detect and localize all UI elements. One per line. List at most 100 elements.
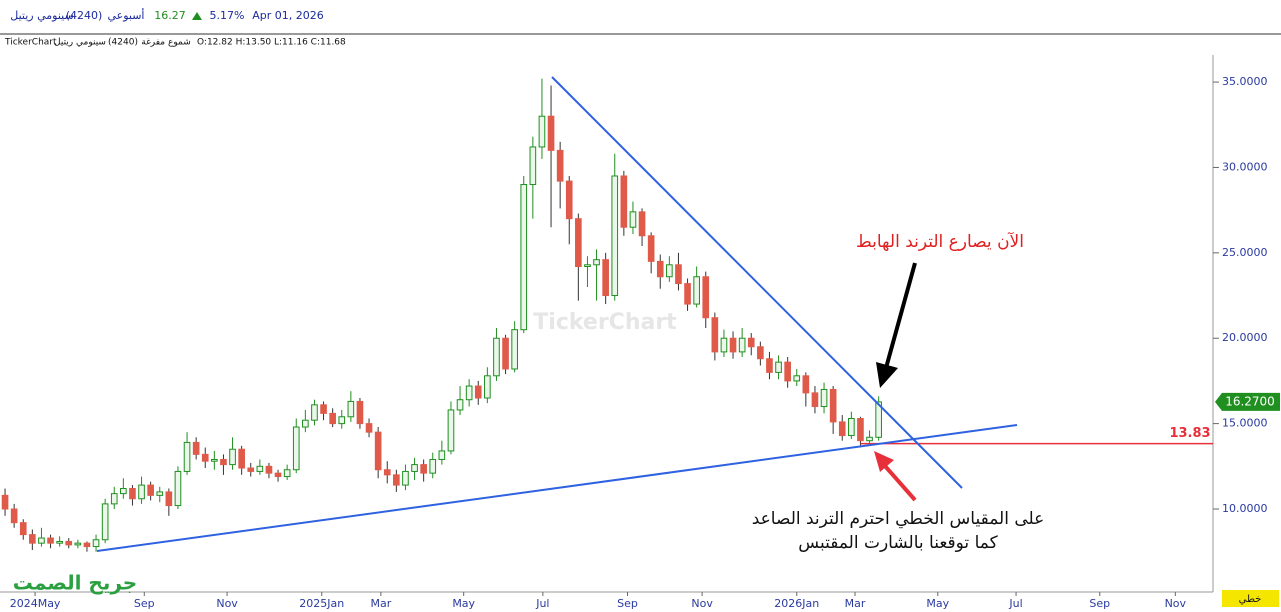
candle-body bbox=[383, 469, 391, 476]
x-tick-label: 2024May bbox=[10, 597, 61, 610]
candle-body bbox=[238, 448, 245, 469]
candle-body bbox=[356, 400, 364, 425]
candle-body bbox=[811, 392, 819, 408]
candle-body bbox=[311, 404, 318, 421]
change: 5.17% bbox=[210, 9, 245, 22]
candle-body bbox=[556, 149, 564, 182]
candle-body bbox=[320, 404, 327, 414]
candle-body bbox=[83, 542, 91, 548]
x-tick-label: Mar bbox=[370, 597, 391, 610]
candle-body bbox=[793, 375, 801, 382]
y-tick-label: 20.0000 bbox=[1222, 331, 1268, 344]
scale-badge bbox=[1222, 590, 1279, 607]
y-tick-label: 30.0000 bbox=[1222, 160, 1268, 173]
price: 16.27 bbox=[154, 9, 186, 22]
candle-body bbox=[656, 260, 664, 278]
candle-body bbox=[347, 400, 355, 418]
annotation: على المقياس الخطي احترم الترند الصاعد bbox=[752, 509, 1045, 529]
x-tick-label: Jul bbox=[1008, 597, 1022, 610]
candle-body bbox=[29, 534, 36, 544]
candle-body bbox=[729, 337, 737, 353]
candle-body bbox=[402, 470, 409, 486]
legend-style: شموع مفرغة bbox=[141, 38, 191, 48]
candle-body bbox=[420, 464, 427, 474]
candle-body bbox=[866, 436, 873, 442]
y-tick-label: 35.0000 bbox=[1222, 75, 1268, 88]
candle-body bbox=[74, 542, 82, 546]
candle-body bbox=[265, 465, 273, 474]
last-price-label: 16.2700 bbox=[1225, 394, 1275, 408]
candle-body bbox=[629, 211, 637, 228]
candle-body bbox=[465, 385, 473, 401]
candle-body bbox=[365, 423, 373, 433]
candle-body bbox=[302, 419, 309, 428]
candle-body bbox=[493, 337, 500, 377]
candle-body bbox=[211, 458, 218, 462]
candle-body bbox=[693, 276, 700, 305]
candle-body bbox=[92, 539, 100, 548]
candle-body bbox=[283, 469, 291, 478]
y-tick-label: 10.0000 bbox=[1222, 502, 1268, 515]
watermark: TickerChart bbox=[533, 310, 677, 335]
support-label: 13.83 bbox=[1169, 426, 1210, 441]
candle-body bbox=[447, 409, 455, 452]
candle-body bbox=[593, 259, 600, 266]
candle-body bbox=[602, 259, 609, 297]
x-tick-label: Sep bbox=[134, 597, 155, 610]
candle-body bbox=[47, 537, 54, 544]
candle-body bbox=[857, 417, 864, 442]
x-tick-label: 2025Jan bbox=[299, 597, 344, 610]
stock-code: (4240) bbox=[66, 9, 103, 22]
x-tick-label: May bbox=[926, 597, 949, 610]
candle-body bbox=[147, 484, 154, 496]
candle-body bbox=[484, 375, 491, 399]
candle-body bbox=[1, 494, 9, 510]
x-tick-label: 2026Jan bbox=[774, 597, 819, 610]
stock-name: سينومي ريتيل bbox=[10, 9, 73, 22]
candle-body bbox=[757, 346, 764, 360]
candle-body bbox=[329, 412, 336, 425]
x-tick-label: Mar bbox=[845, 597, 866, 610]
candle-body bbox=[174, 470, 182, 507]
x-tick-label: May bbox=[452, 597, 475, 610]
x-tick-label: Jul bbox=[535, 597, 549, 610]
candle-body bbox=[784, 361, 791, 382]
x-tick-label: Nov bbox=[691, 597, 713, 610]
legend-code: (4240) bbox=[108, 38, 138, 48]
candle-body bbox=[120, 488, 127, 495]
period: أسبوعي bbox=[107, 8, 144, 22]
candle-body bbox=[292, 426, 300, 471]
candle-body bbox=[138, 484, 145, 500]
candle-body bbox=[684, 283, 691, 305]
candle-body bbox=[875, 401, 882, 438]
candle-body bbox=[374, 431, 382, 471]
scale-label: خطي bbox=[1239, 594, 1262, 605]
candle-body bbox=[411, 464, 418, 472]
candle-body bbox=[456, 399, 464, 411]
arrow bbox=[884, 262, 917, 369]
candle-body bbox=[165, 491, 173, 507]
candle-body bbox=[183, 441, 191, 472]
candle-body bbox=[538, 115, 546, 148]
y-tick-label: 15.0000 bbox=[1222, 417, 1268, 430]
candle-body bbox=[575, 218, 582, 267]
candle-body bbox=[520, 184, 528, 331]
candle-body bbox=[647, 235, 655, 262]
candle-body bbox=[611, 175, 619, 297]
candle-body bbox=[766, 358, 773, 373]
y-tick-label: 25.0000 bbox=[1222, 246, 1268, 259]
candle-body bbox=[474, 385, 482, 399]
candle-body bbox=[547, 115, 555, 151]
source: TickerChart bbox=[4, 38, 57, 48]
x-tick-label: Sep bbox=[617, 597, 638, 610]
uptrend-line bbox=[96, 424, 1018, 552]
x-tick-label: Nov bbox=[1165, 597, 1187, 610]
arrow-head bbox=[874, 451, 894, 472]
candle-body bbox=[584, 264, 591, 267]
candle-body bbox=[256, 465, 264, 472]
x-tick-label: Nov bbox=[216, 597, 238, 610]
candle-body bbox=[393, 474, 400, 486]
annotation: الآن يصارع الترند الهابط bbox=[856, 231, 1024, 252]
